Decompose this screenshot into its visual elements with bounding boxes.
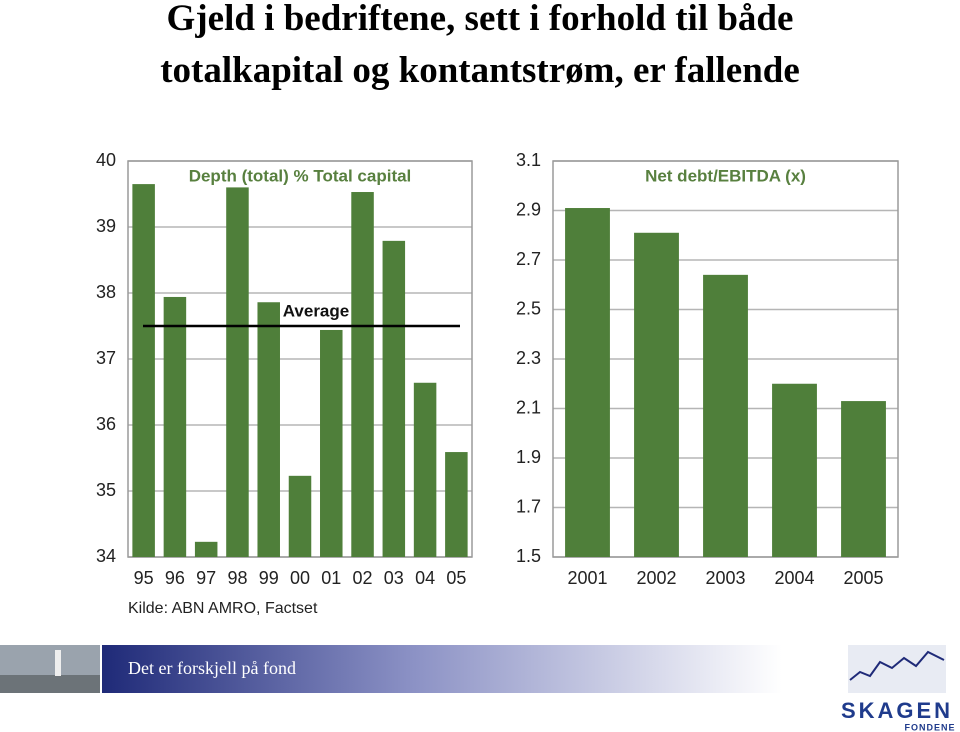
x-tick-label: 2002 [636, 568, 676, 588]
y-tick-label: 2.1 [516, 397, 541, 417]
y-tick-label: 39 [96, 216, 116, 236]
charts: 34 35 36 37 38 39 40 Depth (total) % Total capi… [96, 150, 899, 588]
x-tick-label: 2003 [705, 568, 745, 588]
slide-title: Gjeld i bedriftene, sett i forhold til b… [167, 0, 794, 39]
y-tick-label: 2.3 [516, 348, 541, 368]
chart-title: Depth (total) % Total capital [189, 166, 412, 185]
bar [841, 401, 886, 557]
bar [351, 192, 374, 557]
bar [226, 187, 249, 557]
x-tick-label: 98 [227, 568, 247, 588]
x-tick-label: 04 [415, 568, 435, 588]
x-tick-label: 99 [259, 568, 279, 588]
bar [194, 541, 218, 557]
slogan: Det er forskjell på fond [128, 658, 296, 678]
bar [565, 208, 610, 557]
logo-subtitle: FONDENE [904, 722, 955, 732]
bar [772, 383, 817, 557]
footer-band [102, 645, 782, 693]
y-tick-label: 36 [96, 414, 116, 434]
source: Kilde: ABN AMRO, Factset [128, 600, 318, 617]
slide-title: totalkapital og kontantstrøm, er fallend… [160, 50, 800, 91]
bar [445, 452, 468, 557]
bar [634, 232, 679, 557]
bar [320, 329, 343, 557]
y-tick-label: 1.7 [516, 496, 541, 516]
y-tick-label: 1.9 [516, 447, 541, 467]
logo-text: SKAGEN [841, 698, 953, 723]
x-tick-label: 05 [446, 568, 466, 588]
x-tick-label: 96 [165, 568, 185, 588]
x-tick-label: 01 [321, 568, 341, 588]
bar [413, 382, 437, 557]
y-tick-label: 1.5 [516, 546, 541, 566]
x-tick-label: 2004 [774, 568, 814, 588]
logo-graphic [848, 645, 946, 693]
logo: SKAGEN FONDENE [841, 645, 955, 732]
bar [257, 302, 280, 557]
bar [382, 240, 406, 558]
x-tick-label: 97 [196, 568, 216, 588]
bar [288, 475, 312, 557]
x-tick-label: 95 [134, 568, 154, 588]
logo-line [849, 650, 945, 681]
reference-label: Average [283, 301, 349, 320]
lighthouse-image-tower [55, 650, 61, 676]
y-tick-label: 2.9 [516, 199, 541, 219]
lighthouse-image-rocks [0, 675, 100, 693]
bar [132, 184, 155, 557]
x-tick-label: 2001 [567, 568, 607, 588]
x-tick-label: 00 [290, 568, 310, 588]
y-tick-label: 38 [96, 282, 116, 302]
reference-label-bg [280, 300, 350, 322]
bar [703, 274, 748, 557]
bar [163, 296, 187, 557]
y-tick-label: 37 [96, 348, 116, 368]
y-tick-label: 2.7 [516, 249, 541, 269]
y-tick-label: 34 [96, 546, 116, 566]
y-tick-label: 3.1 [516, 150, 541, 170]
x-tick-label: 03 [384, 568, 404, 588]
x-tick-label: 02 [353, 568, 373, 588]
y-tick-label: 2.5 [516, 298, 541, 318]
x-tick-label: 2005 [843, 568, 883, 588]
chart-title: Net debt/EBITDA (x) [645, 166, 806, 185]
y-tick-label: 35 [96, 480, 116, 500]
y-tick-label: 40 [96, 150, 116, 170]
